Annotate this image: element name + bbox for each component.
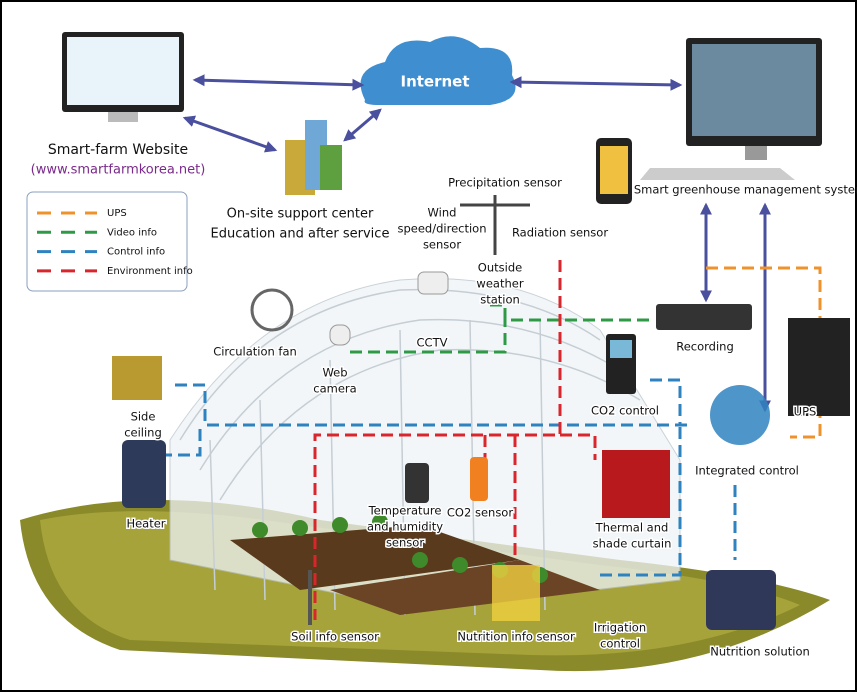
node-label: Side <box>131 410 156 424</box>
node-label: Radiation sensor <box>512 226 608 240</box>
node-label: Temperature <box>368 504 442 518</box>
node-label: Nutrition solution <box>710 645 810 659</box>
node-label: CO2 sensor <box>447 506 513 520</box>
node-label: and humidity <box>367 520 443 534</box>
support-line: On-site support center <box>227 207 374 222</box>
legend-label: UPS <box>107 208 127 219</box>
internet-label: Internet <box>400 73 469 91</box>
node-label: sensor <box>386 536 424 550</box>
node-label: ceiling <box>124 426 162 440</box>
node-label: shade curtain <box>593 537 672 551</box>
website-url: (www.smartfarmkorea.net) <box>31 163 206 178</box>
node-label: speed/direction <box>397 222 486 236</box>
legend-label: Control info <box>107 247 165 258</box>
node-label: Outside <box>478 261 522 275</box>
node-label: camera <box>313 382 356 396</box>
management-label: Smart greenhouse management system <box>634 183 857 197</box>
node-label: weather <box>476 277 523 291</box>
node-label: Recording <box>676 340 734 354</box>
node-label: control <box>600 637 640 651</box>
node-label: station <box>480 293 520 307</box>
support-line: Education and after service <box>211 227 390 242</box>
node-label: sensor <box>423 238 461 252</box>
website-monitor <box>62 32 184 122</box>
website-title: Smart-farm Website <box>48 142 188 158</box>
node-label: UPS <box>794 405 817 419</box>
node-label: Wind <box>428 206 457 220</box>
node-label: Nutrition info sensor <box>457 630 575 644</box>
node-label: CCTV <box>417 336 448 350</box>
diagram: Internet Smart-farm Website (www.smartfa… <box>0 0 857 692</box>
legend-label: Environment info <box>107 266 193 277</box>
node-label: Heater <box>126 517 165 531</box>
node-label: Integrated control <box>695 464 799 478</box>
legend-label: Video info <box>107 227 157 238</box>
node-label: Precipitation sensor <box>448 176 562 190</box>
node-label: Irrigation <box>594 621 646 635</box>
node-label: CO2 control <box>591 404 659 418</box>
node-label: Circulation fan <box>213 345 297 359</box>
node-label: Thermal and <box>595 521 669 535</box>
node-label: Soil info sensor <box>291 630 379 644</box>
node-label: Web <box>322 366 347 380</box>
